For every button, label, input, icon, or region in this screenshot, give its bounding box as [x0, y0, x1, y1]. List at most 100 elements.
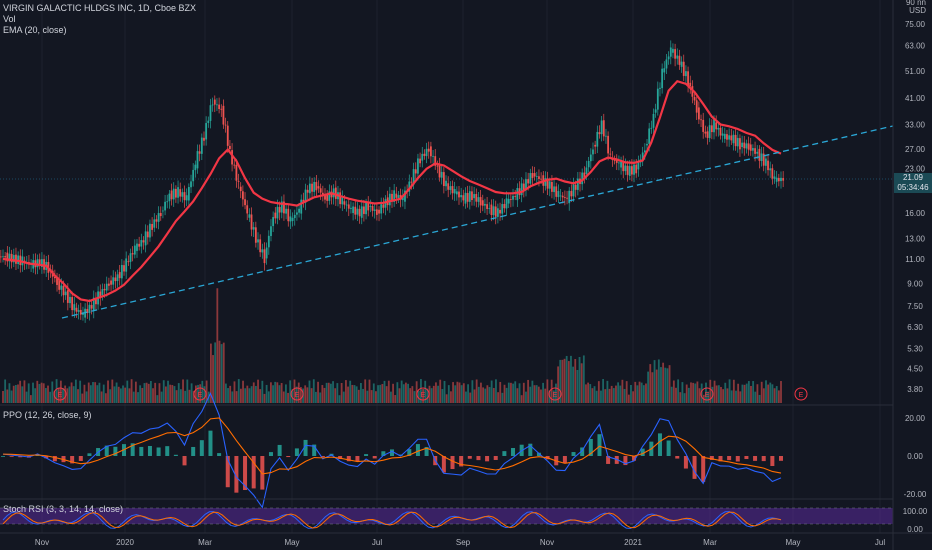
volume-bar	[263, 393, 266, 403]
earnings-marker-label: E	[295, 392, 300, 399]
volume-bar	[319, 392, 322, 403]
candle-body	[414, 169, 417, 174]
candle-body	[103, 288, 106, 291]
time-axis[interactable]: Nov 2020 Mar May Jul Sep Nov 2021 Mar May Jul	[35, 538, 885, 547]
volume-bar	[102, 384, 105, 403]
ppo-title[interactable]: PPO (12, 26, close, 9)	[3, 410, 92, 420]
volume-bar	[12, 385, 15, 403]
candle-body	[79, 309, 82, 315]
volume-bar	[747, 381, 750, 403]
candle-body	[544, 178, 547, 186]
volume-bar	[81, 393, 84, 403]
volume-legend[interactable]: Vol	[3, 14, 16, 24]
volume-bar	[124, 387, 127, 403]
earnings-marker	[548, 387, 562, 401]
ppo-signal-line	[2, 417, 782, 475]
volume-bar	[653, 360, 656, 403]
candle-body	[585, 167, 588, 174]
candle-body	[576, 178, 579, 190]
ppo-histogram-bar	[355, 456, 360, 461]
ppo-histogram-bar	[692, 456, 697, 479]
ppo-histogram-bar	[303, 439, 308, 456]
volume-bar	[477, 386, 480, 403]
volume-bar	[278, 385, 281, 403]
candle-body	[395, 193, 398, 198]
volume-bar	[111, 379, 114, 403]
volume-bar	[709, 379, 712, 403]
candle-body	[15, 254, 17, 264]
volume-bar	[44, 388, 47, 403]
ppo-tick-label: -20.00	[904, 490, 927, 499]
volume-bar	[55, 379, 58, 403]
ppo-histogram-bar	[485, 456, 490, 462]
symbol-title[interactable]: VIRGIN GALACTIC HLDGS INC, 1D, Cboe BZX	[3, 3, 197, 13]
candle-body	[92, 297, 95, 311]
volume-bar	[36, 380, 39, 403]
stoch-title[interactable]: Stoch RSI (3, 3, 14, 14, close)	[3, 504, 124, 514]
volume-bar	[612, 388, 615, 403]
candle-body	[507, 198, 510, 204]
volume-bar	[417, 390, 420, 403]
candle-body	[291, 217, 294, 222]
candle-body	[162, 210, 164, 212]
candle-body	[646, 143, 648, 146]
volume-bar	[550, 379, 553, 403]
volume-bar	[100, 391, 103, 403]
volume-bar	[216, 288, 219, 403]
volume-bar	[756, 384, 759, 403]
candle-body	[574, 184, 577, 190]
candle-body	[466, 193, 469, 202]
volume-bar	[428, 385, 431, 403]
candle-body	[572, 184, 575, 197]
ppo-histogram-bar	[286, 456, 291, 458]
volume-bar	[475, 379, 478, 403]
candle-body	[494, 206, 497, 217]
candle-body	[605, 135, 607, 137]
volume-bar	[527, 379, 529, 403]
ppo-histogram-bar	[709, 456, 714, 460]
candle-body	[397, 195, 400, 199]
volume-bar	[68, 386, 71, 403]
ema-legend[interactable]: EMA (20, close)	[3, 25, 67, 35]
candle-body	[624, 165, 627, 172]
volume-bar	[552, 390, 555, 403]
stoch-tick-label: 0.00	[907, 525, 923, 534]
candle-body	[12, 255, 15, 263]
volume-bar	[499, 381, 502, 403]
ppo-histogram-bar	[588, 438, 593, 456]
volume-bar	[495, 379, 497, 403]
volume-bar	[456, 381, 459, 403]
stoch-rsi-pane	[2, 511, 782, 529]
volume-bar	[137, 392, 139, 403]
volume-bar	[360, 382, 362, 403]
candle-body	[594, 144, 597, 147]
volume-bar	[270, 382, 272, 403]
volume-bar	[529, 386, 532, 403]
volume-bar	[679, 392, 682, 403]
volume-bar	[651, 372, 654, 403]
candle-body	[739, 138, 741, 150]
candle-body	[427, 148, 430, 152]
price-tick-label: 16.00	[905, 209, 926, 218]
volume-bar	[405, 382, 407, 403]
ppo-histogram-bar	[208, 430, 213, 456]
volume-bar	[321, 385, 324, 403]
candle-body	[754, 148, 756, 154]
candle-body	[546, 178, 549, 189]
candle-body	[570, 191, 573, 197]
trendline[interactable]	[61, 125, 894, 319]
candle-body	[749, 144, 752, 151]
price-candles	[0, 40, 785, 323]
candle-body	[596, 131, 599, 147]
volume-bar	[537, 386, 540, 403]
volume-bar	[602, 379, 605, 403]
volume-bar	[287, 392, 289, 403]
ppo-histogram-bar	[744, 456, 749, 460]
candle-body	[417, 158, 419, 174]
earnings-marker-label: E	[705, 392, 710, 399]
candle-body	[153, 219, 156, 228]
candle-body	[125, 258, 128, 272]
